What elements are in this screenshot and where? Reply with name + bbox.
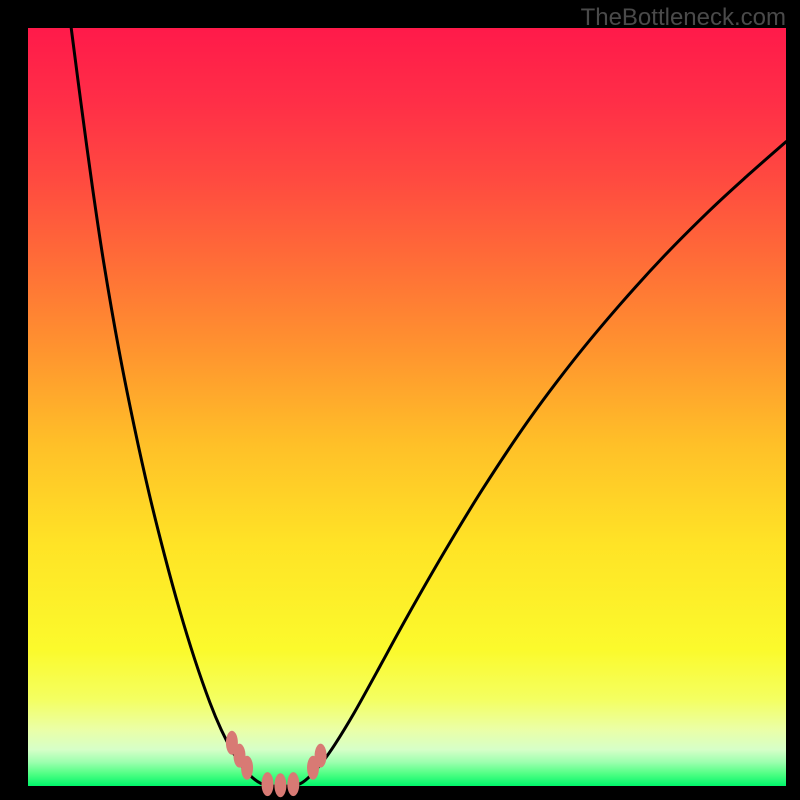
data-marker (315, 744, 327, 768)
data-marker (287, 772, 299, 796)
chart-container: { "watermark": { "text": "TheBottleneck.… (0, 0, 800, 800)
data-marker (241, 756, 253, 780)
data-marker (262, 772, 274, 796)
gradient-background (28, 28, 786, 786)
bottleneck-curve-chart (0, 0, 800, 800)
watermark-text: TheBottleneck.com (581, 4, 786, 32)
data-marker (274, 773, 286, 797)
